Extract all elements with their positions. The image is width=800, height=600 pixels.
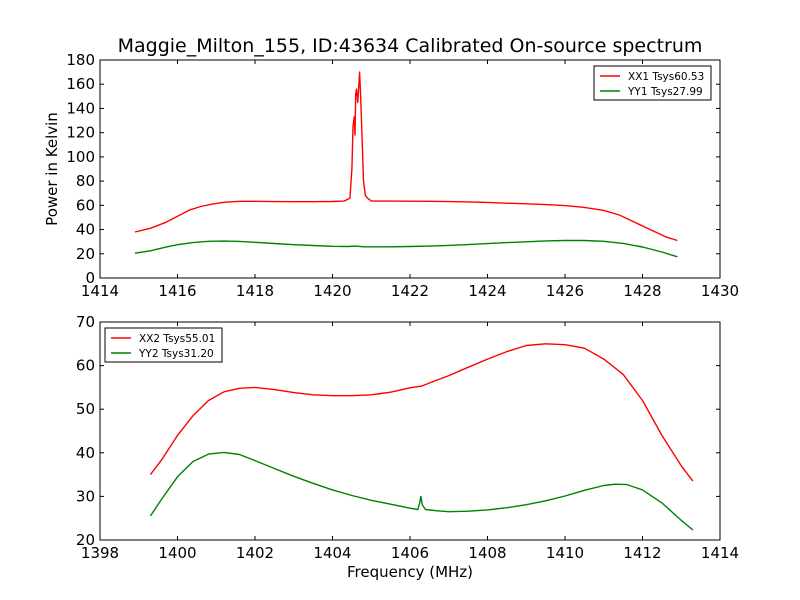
y-tick-label: 20 <box>76 245 95 263</box>
y-tick-label: 40 <box>76 444 95 462</box>
chart-panel-1: 1414 1416 1418 1420 1422 1424 1426 1428 1430 0 20 4… <box>43 35 739 300</box>
y-tick-label: 20 <box>76 531 95 549</box>
x-tick-label: 1426 <box>546 282 584 300</box>
legend: XX2 Tsys55.01 YY2 Tsys31.20 <box>104 327 223 363</box>
series-line-yy1 <box>134 239 678 258</box>
y-tick-label: 70 <box>76 313 95 331</box>
y-tick-label: 60 <box>76 357 95 375</box>
x-tick-label: 1428 <box>623 282 661 300</box>
y-tick-label: 140 <box>66 99 95 117</box>
y-tick-label: 60 <box>76 196 95 214</box>
x-tick-label: 1424 <box>468 282 506 300</box>
chart-title: Maggie_Milton_155, ID:43634 Calibrated O… <box>118 35 703 57</box>
y-tick-label: 160 <box>66 75 95 93</box>
y-tick-label: 180 <box>66 51 95 69</box>
y-tick-label: 80 <box>76 172 95 190</box>
x-axis-label: Frequency (MHz) <box>347 563 473 581</box>
series-line-yy2 <box>149 451 694 531</box>
x-tick-label: 1406 <box>391 544 429 562</box>
series-line-xx1 <box>134 71 678 242</box>
legend-entry: YY1 Tsys27.99 <box>627 86 703 98</box>
legend-entry: XX2 Tsys55.01 <box>139 333 215 345</box>
y-tick-label: 100 <box>66 148 95 166</box>
legend-box <box>104 327 223 363</box>
x-tick-label: 1420 <box>313 282 351 300</box>
y-tick-label: 30 <box>76 487 95 505</box>
y-axis-label: Power in Kelvin <box>43 112 61 226</box>
legend: XX1 Tsys60.53 YY1 Tsys27.99 <box>593 65 712 101</box>
x-tick-label: 1412 <box>623 544 661 562</box>
x-tick-label: 1414 <box>81 282 119 300</box>
x-tick-label: 1410 <box>546 544 584 562</box>
x-tick-label: 1408 <box>468 544 506 562</box>
x-tick-label: 1430 <box>701 282 739 300</box>
chart-panel-2: 1398 1400 1402 1404 1406 1408 1410 1412 1414 20 30… <box>76 313 739 581</box>
legend-entry: XX1 Tsys60.53 <box>628 71 704 83</box>
y-tick-label: 40 <box>76 221 95 239</box>
series-line-xx2 <box>149 343 694 482</box>
x-tick-label: 1422 <box>391 282 429 300</box>
legend-entry: YY2 Tsys31.20 <box>138 348 214 360</box>
legend-box <box>593 65 712 101</box>
y-tick-label: 50 <box>76 400 95 418</box>
x-tick-label: 1416 <box>158 282 196 300</box>
x-tick-label: 1414 <box>701 544 739 562</box>
x-tick-label: 1398 <box>81 544 119 562</box>
y-tick-label: 0 <box>85 269 95 287</box>
x-tick-label: 1402 <box>236 544 274 562</box>
x-tick-label: 1400 <box>158 544 196 562</box>
x-tick-label: 1404 <box>313 544 351 562</box>
y-tick-label: 120 <box>66 124 95 142</box>
x-tick-label: 1418 <box>236 282 274 300</box>
